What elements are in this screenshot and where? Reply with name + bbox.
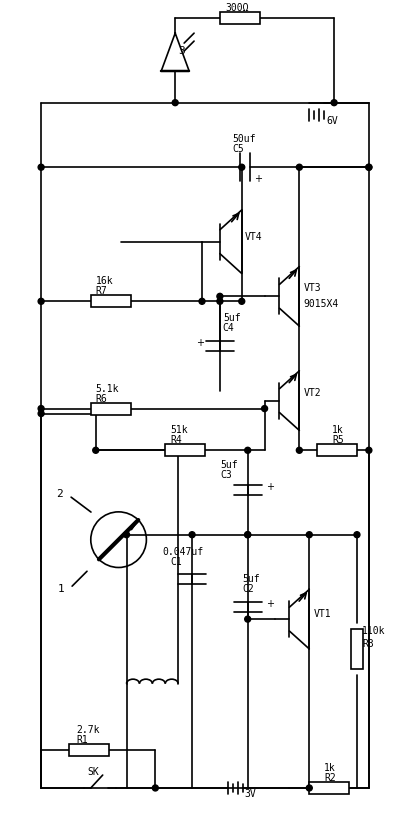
Text: 5uf: 5uf xyxy=(220,460,237,470)
Text: VT4: VT4 xyxy=(245,231,262,242)
Text: C5: C5 xyxy=(233,144,244,154)
Text: VT2: VT2 xyxy=(303,388,321,398)
Circle shape xyxy=(38,406,44,412)
Circle shape xyxy=(239,165,245,170)
Circle shape xyxy=(306,785,312,791)
Text: +: + xyxy=(254,174,262,184)
Text: +: + xyxy=(266,599,274,610)
Text: VT1: VT1 xyxy=(313,609,331,619)
Circle shape xyxy=(124,531,129,538)
Text: 51k: 51k xyxy=(170,425,188,435)
Text: 2: 2 xyxy=(56,489,63,499)
Circle shape xyxy=(245,616,251,622)
Text: +: + xyxy=(196,338,204,348)
Text: 5uf: 5uf xyxy=(243,575,260,584)
Bar xyxy=(91,403,131,415)
Text: C1: C1 xyxy=(170,557,182,566)
Text: R6: R6 xyxy=(96,394,107,403)
Circle shape xyxy=(172,99,178,106)
Bar xyxy=(165,444,205,456)
Bar xyxy=(220,12,259,24)
Circle shape xyxy=(38,165,44,170)
Text: 5uf: 5uf xyxy=(223,313,240,324)
Circle shape xyxy=(366,447,372,453)
Text: 2.7k: 2.7k xyxy=(76,725,100,735)
Text: C2: C2 xyxy=(243,584,255,594)
Circle shape xyxy=(239,298,245,304)
Circle shape xyxy=(296,447,302,453)
Text: R1: R1 xyxy=(76,735,88,745)
Text: R5: R5 xyxy=(332,435,344,445)
Bar xyxy=(317,444,357,456)
Circle shape xyxy=(38,298,44,304)
Text: C3: C3 xyxy=(220,470,232,480)
Bar xyxy=(69,744,109,756)
Text: 110k: 110k xyxy=(362,626,386,636)
Text: +: + xyxy=(266,482,274,492)
Bar xyxy=(91,295,131,307)
Text: 1k: 1k xyxy=(324,763,336,773)
Text: SK: SK xyxy=(88,767,100,777)
Circle shape xyxy=(38,411,44,416)
Text: 1: 1 xyxy=(57,584,64,594)
Text: 300Ω: 300Ω xyxy=(226,3,249,13)
Circle shape xyxy=(331,99,337,106)
Text: 6V: 6V xyxy=(326,116,338,126)
Text: 1k: 1k xyxy=(332,425,344,435)
Text: 16k: 16k xyxy=(96,276,113,286)
Circle shape xyxy=(217,298,223,304)
Circle shape xyxy=(199,298,205,304)
Circle shape xyxy=(262,406,268,412)
Circle shape xyxy=(152,785,158,791)
Circle shape xyxy=(366,165,372,170)
Circle shape xyxy=(296,165,302,170)
Text: 5.1k: 5.1k xyxy=(96,384,119,394)
Text: R2: R2 xyxy=(324,773,336,783)
Text: R7: R7 xyxy=(96,286,107,297)
Circle shape xyxy=(189,531,195,538)
Bar xyxy=(309,782,349,794)
Bar xyxy=(351,629,363,669)
Circle shape xyxy=(245,531,251,538)
Circle shape xyxy=(354,531,360,538)
Circle shape xyxy=(93,447,99,453)
Circle shape xyxy=(217,293,223,299)
Circle shape xyxy=(245,531,251,538)
Circle shape xyxy=(366,165,372,170)
Text: R4: R4 xyxy=(170,435,182,445)
Text: 0.047uf: 0.047uf xyxy=(162,547,204,557)
Text: 50uf: 50uf xyxy=(233,134,256,144)
Text: 3: 3 xyxy=(178,46,185,56)
Circle shape xyxy=(306,531,312,538)
Text: VT3: VT3 xyxy=(303,284,321,293)
Text: R3: R3 xyxy=(362,639,374,649)
Text: C4: C4 xyxy=(223,323,235,333)
Circle shape xyxy=(245,447,251,453)
Text: 9015X4: 9015X4 xyxy=(303,299,339,309)
Text: 3V: 3V xyxy=(245,789,257,799)
